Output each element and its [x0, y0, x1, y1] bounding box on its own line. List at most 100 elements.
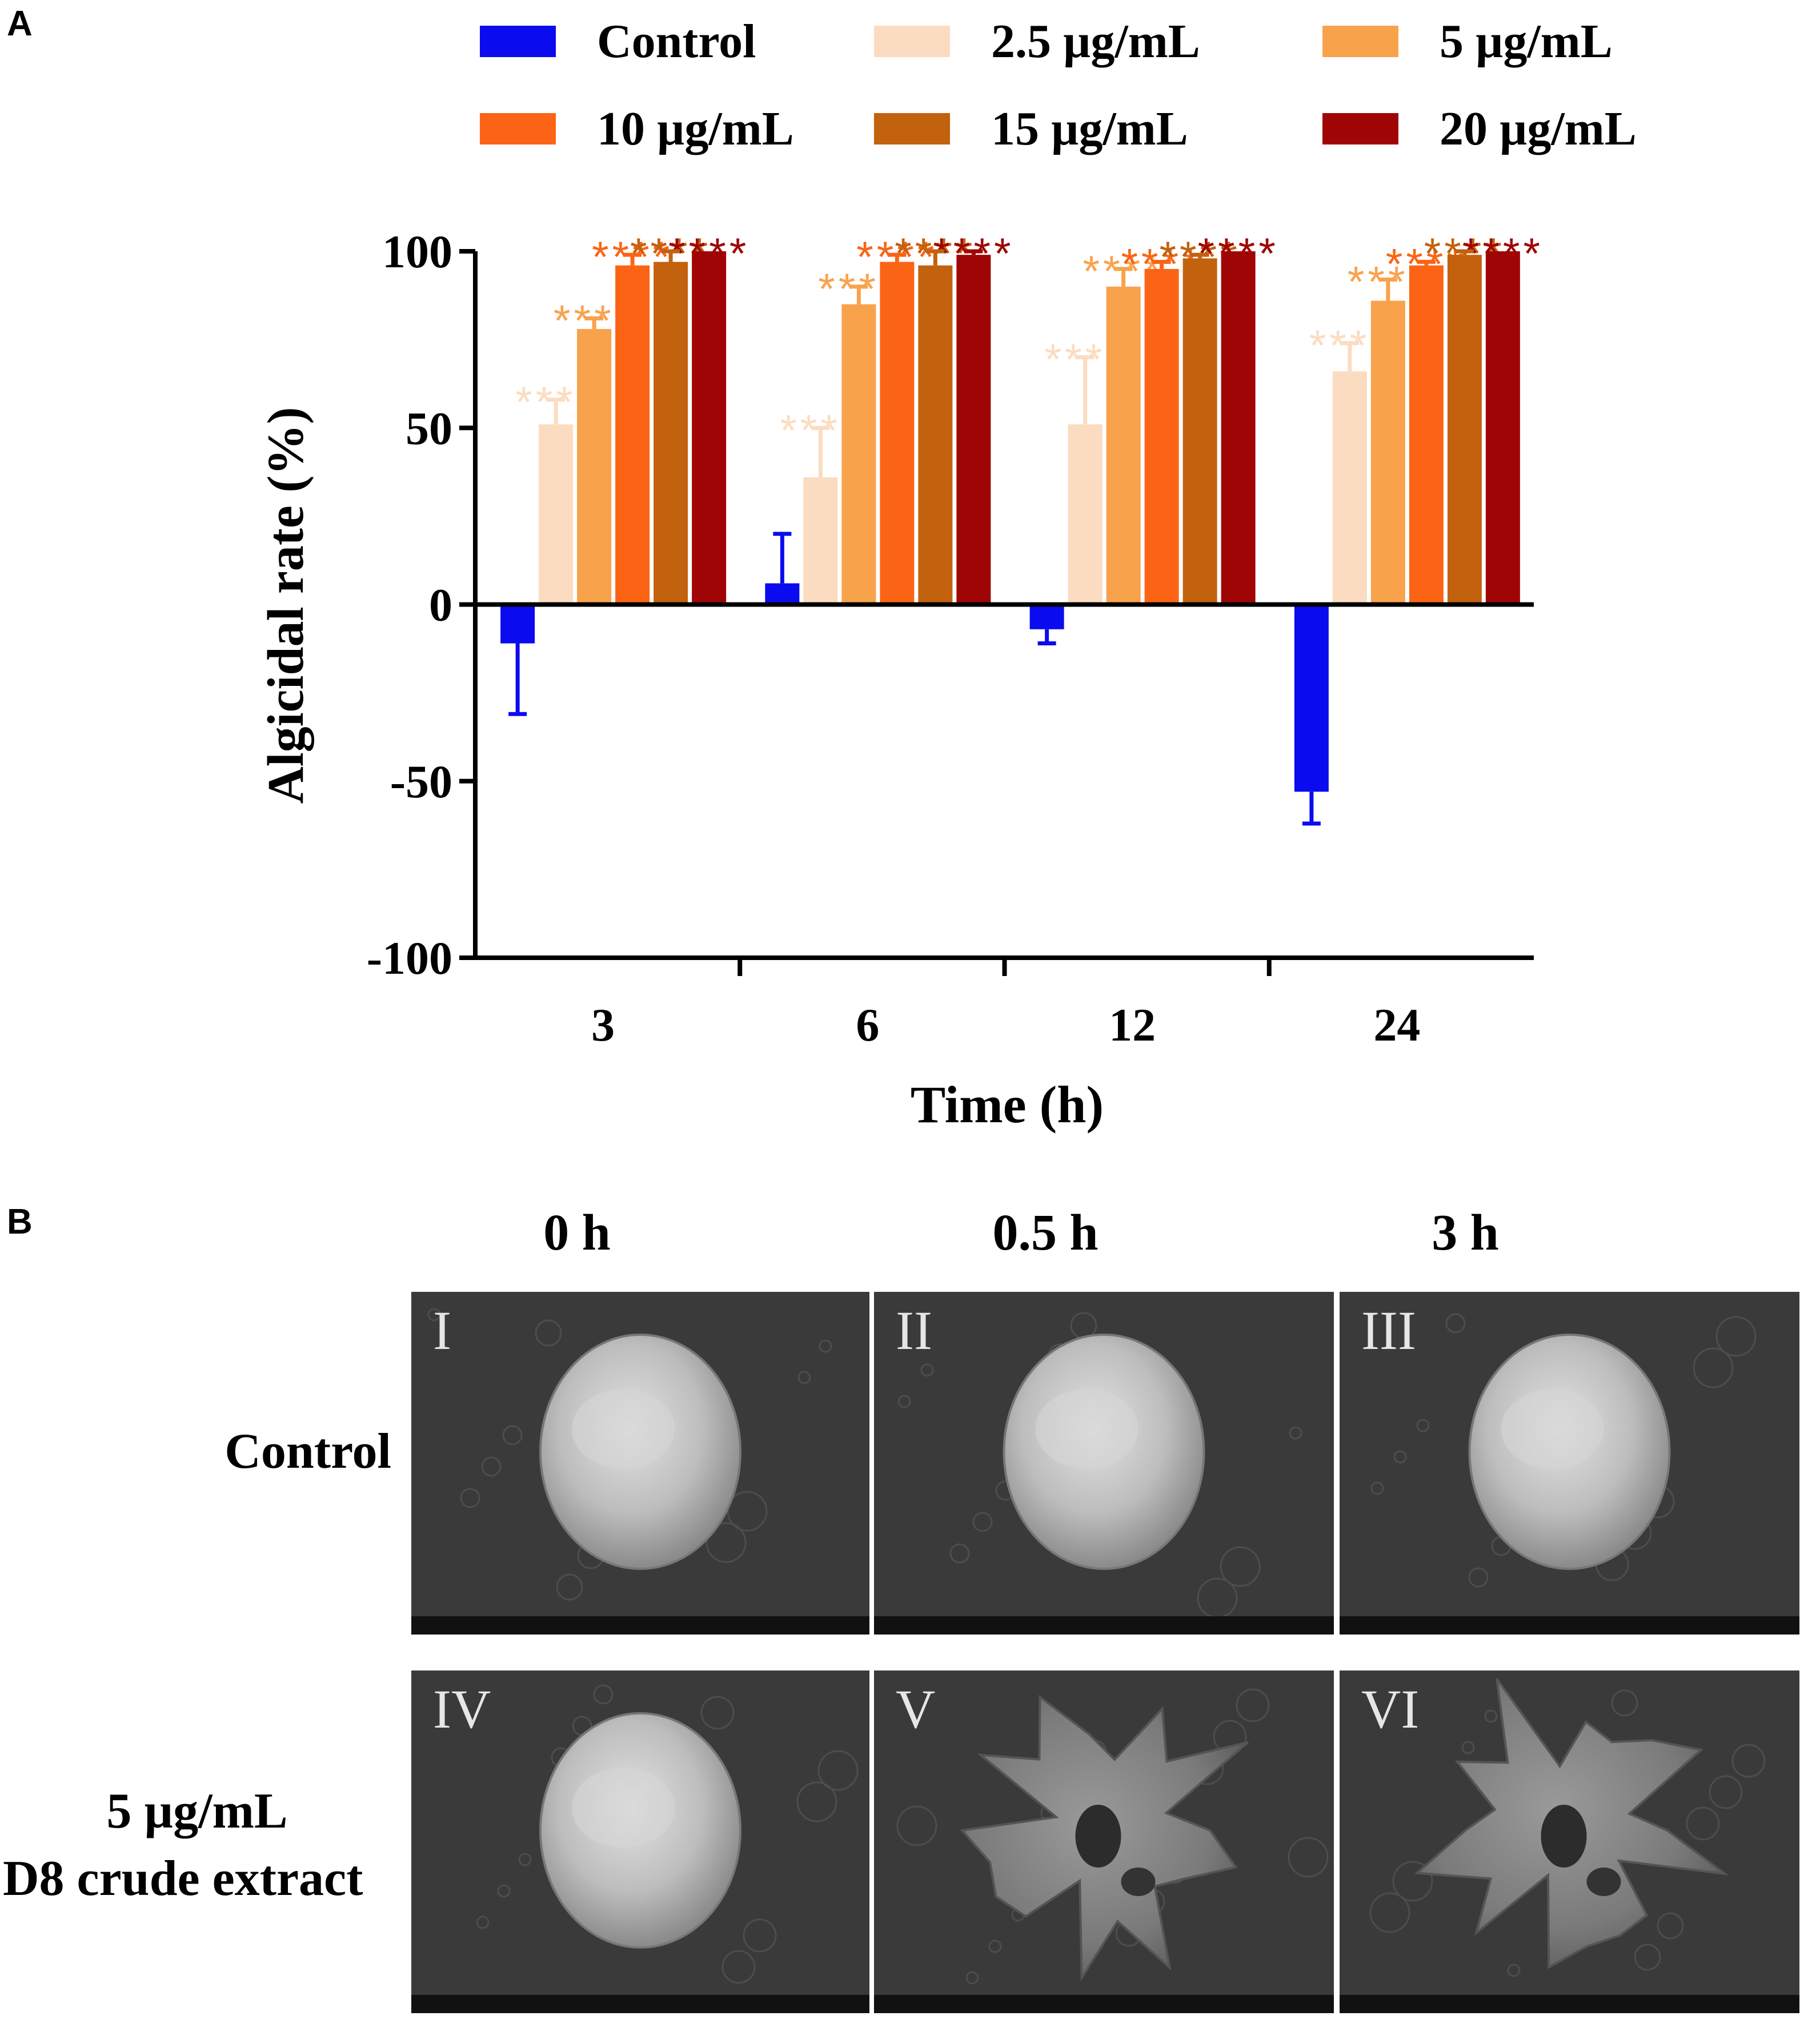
bar-control-t6 — [765, 583, 800, 605]
panel-b-letter: B — [7, 1202, 33, 1242]
cell-rupture — [1541, 1805, 1587, 1868]
bar-group — [500, 251, 1520, 792]
legend-swatch — [1322, 113, 1398, 144]
legend-swatch — [480, 113, 556, 144]
row-label-control: Control — [225, 1424, 391, 1479]
sem-pore — [1370, 1481, 1384, 1495]
bar-2-5-g-ml-t6 — [803, 477, 838, 605]
x-tick-label: 24 — [1373, 999, 1420, 1051]
sem-image-i: I — [411, 1292, 869, 1635]
legend-label: 20 µg/mL — [1440, 102, 1637, 155]
sem-pore — [721, 1950, 756, 1984]
x-axis-label: Time (h) — [911, 1075, 1104, 1134]
sem-image-iv: IV — [411, 1670, 869, 2013]
bar-10-g-ml-t12 — [1144, 268, 1179, 605]
sem-pore — [1369, 1892, 1410, 1933]
legend-label: 15 µg/mL — [991, 102, 1188, 155]
sem-pore — [1709, 1775, 1743, 1809]
sem-pore — [518, 1853, 532, 1866]
sem-info-bar — [1340, 1995, 1799, 2013]
error-bars — [508, 249, 1474, 826]
sem-pore — [1693, 1347, 1734, 1388]
bar-2-5-g-ml-t12 — [1068, 424, 1103, 605]
sem-pore — [1416, 1419, 1430, 1432]
sem-pore — [897, 1395, 911, 1408]
sem-pore — [481, 1456, 502, 1477]
sem-pore — [1731, 1744, 1766, 1778]
bar-5-g-ml-t6 — [841, 304, 876, 605]
x-tick-label: 3 — [591, 999, 615, 1051]
sem-info-bar — [411, 1616, 869, 1635]
sem-pore — [1611, 1689, 1638, 1717]
y-axis-label: Algicidal rate (%) — [258, 407, 314, 804]
sem-pore — [817, 1750, 859, 1791]
bar-5-g-ml-t12 — [1106, 286, 1141, 605]
cell-highlight — [1501, 1389, 1604, 1469]
cell-highlight — [572, 1389, 675, 1469]
sem-pore — [1220, 1546, 1261, 1587]
bar-10-g-ml-t3 — [615, 265, 650, 605]
bar-20-g-ml-t12 — [1221, 251, 1256, 605]
sem-pore — [949, 1543, 970, 1564]
sem-pore — [988, 1939, 1002, 1953]
bar-20-g-ml-t3 — [692, 251, 727, 605]
sem-pore — [1657, 1912, 1684, 1939]
sem-image-label: III — [1361, 1300, 1416, 1361]
bar-5-g-ml-t3 — [577, 329, 612, 605]
legend-label: 2.5 µg/mL — [991, 15, 1200, 68]
sem-info-bar — [874, 1616, 1334, 1635]
sem-image-label: II — [896, 1300, 932, 1361]
y-tick-label: 0 — [429, 579, 452, 631]
bar-2-5-g-ml-t24 — [1332, 371, 1367, 605]
sem-pore — [497, 1884, 511, 1898]
sem-pore — [920, 1363, 934, 1377]
sem-pore — [1445, 1313, 1466, 1334]
sem-info-bar — [1340, 1616, 1799, 1635]
y-tick-label: -50 — [390, 756, 452, 808]
sem-image-label: V — [896, 1678, 935, 1740]
bar-10-g-ml-t24 — [1409, 265, 1444, 605]
sem-pore — [535, 1319, 562, 1347]
bar-control-t24 — [1294, 604, 1329, 792]
legend-swatch — [1322, 26, 1398, 57]
sem-pore — [556, 1573, 583, 1601]
bar-20-g-ml-t6 — [956, 255, 991, 605]
sem-pore — [1484, 1709, 1498, 1723]
legend-swatch — [874, 26, 950, 57]
sem-pore — [819, 1339, 832, 1353]
sem-image-label: I — [433, 1300, 451, 1361]
y-tick-label: 100 — [382, 226, 452, 278]
bar-15-g-ml-t6 — [918, 265, 953, 605]
cell-rupture — [1121, 1868, 1156, 1896]
cell-highlight — [1035, 1389, 1138, 1469]
sem-image-v: V — [874, 1670, 1334, 2013]
column-header-3h: 3 h — [1432, 1204, 1499, 1261]
sem-pore — [743, 1918, 777, 1953]
sem-pore — [1686, 1806, 1720, 1841]
bar-15-g-ml-t3 — [654, 262, 688, 605]
sem-pore — [705, 1522, 747, 1563]
sem-pore — [476, 1916, 490, 1929]
sem-pore — [1289, 1426, 1302, 1440]
sem-pore — [896, 1805, 937, 1846]
bar-control-t12 — [1029, 604, 1064, 629]
sem-pore — [700, 1696, 735, 1730]
chart-legend: Control 2.5 µg/mL 5 µg/mL 10 µg/mL 15 µg/mL 2… — [480, 15, 1637, 155]
sem-pore — [1507, 1963, 1521, 1977]
sem-pore — [1461, 1741, 1475, 1754]
bar-15-g-ml-t24 — [1447, 255, 1482, 605]
panel-b: B 0 h 0.5 h 3 h Control 5 µg/mL D8 crude… — [3, 1202, 1799, 2013]
legend-label: 10 µg/mL — [597, 102, 794, 155]
panel-a: A Control 2.5 µg/mL 5 µg/mL 10 µg/mL 15 µg/m… — [7, 4, 1637, 1134]
column-header-0h: 0 h — [543, 1204, 611, 1261]
sem-image-vi: VI — [1340, 1670, 1799, 2013]
sem-pore — [502, 1425, 523, 1445]
sem-pore — [1715, 1316, 1757, 1357]
bar-15-g-ml-t12 — [1182, 258, 1217, 605]
x-tick-label: 12 — [1109, 999, 1156, 1051]
sem-image-iii: III — [1340, 1292, 1799, 1635]
cell-rupture — [1075, 1805, 1121, 1868]
legend-label: 5 µg/mL — [1440, 15, 1613, 68]
